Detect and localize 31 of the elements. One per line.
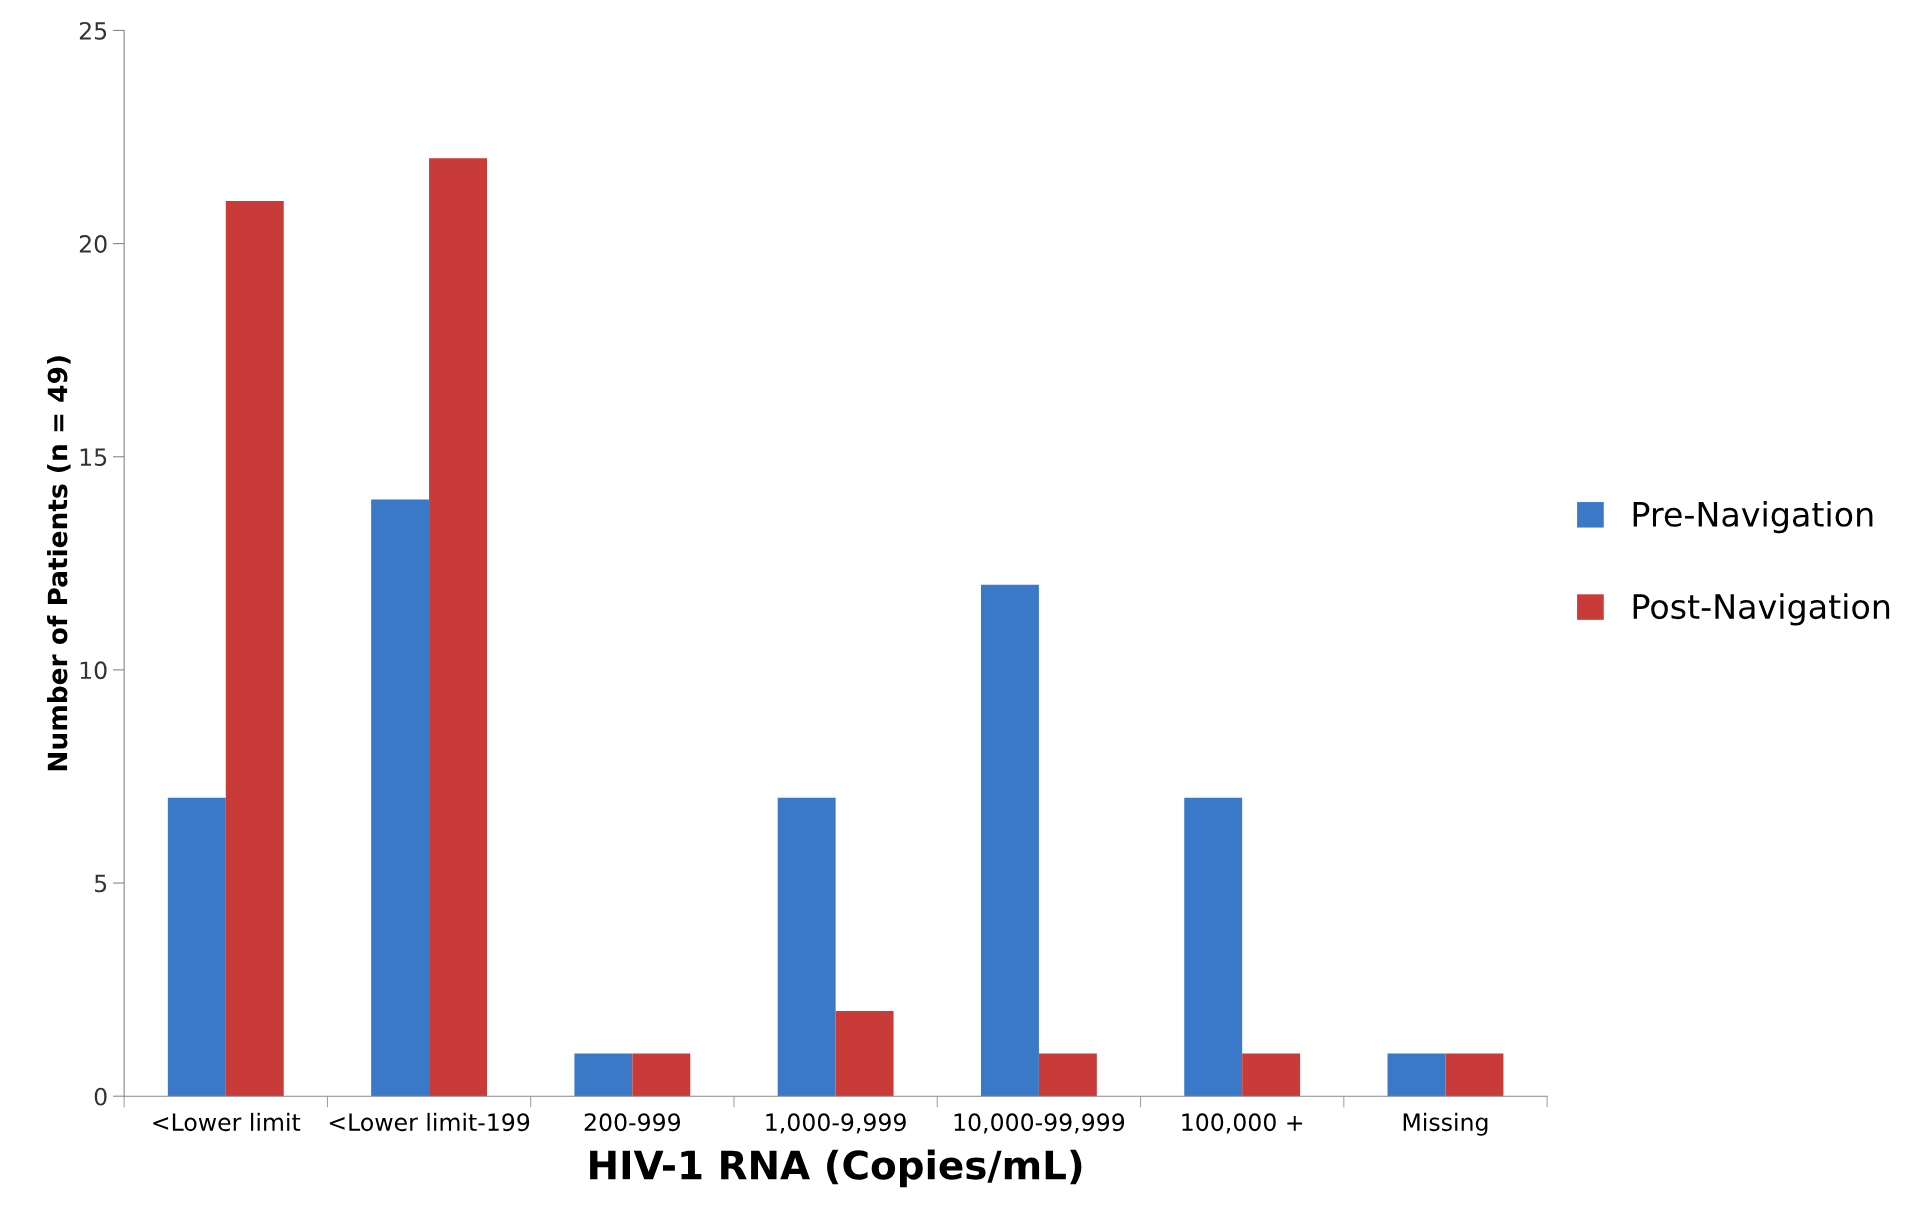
- y-tick-label: 20: [79, 235, 107, 253]
- y-tick-label: 0: [94, 1087, 107, 1106]
- x-tick-label: 1,000-9,999: [766, 1113, 906, 1134]
- bar: [1038, 1053, 1097, 1097]
- x-tick-label: 200-999: [584, 1113, 681, 1132]
- x-tick-label: 100,000 +: [1182, 1113, 1303, 1134]
- x-tick-label: Missing: [1403, 1112, 1488, 1136]
- bar: [1184, 797, 1243, 1097]
- x-tick-label: <Lower limit-199: [329, 1112, 530, 1132]
- bar: [980, 584, 1039, 1097]
- legend-label: Post-Navigation: [1633, 593, 1890, 626]
- bar: [1242, 1053, 1301, 1097]
- x-tick-label: <Lower limit: [153, 1112, 301, 1132]
- bar: [1387, 1053, 1446, 1097]
- bar: [574, 1053, 633, 1097]
- bar: [1445, 1053, 1504, 1097]
- x-tick-label: 10,000-99,999: [954, 1113, 1125, 1134]
- y-tick-label: 10: [80, 661, 107, 680]
- y-axis-title: Number of Patients (n = 49): [47, 356, 71, 771]
- bar: [371, 499, 430, 1097]
- bar: [429, 158, 487, 1097]
- bar: [777, 797, 836, 1097]
- bar: [835, 1010, 894, 1097]
- bar: [225, 200, 284, 1097]
- x-axis-title: HIV-1 RNA (Copies/mL): [590, 1149, 1082, 1188]
- y-tick-label: 5: [94, 874, 107, 893]
- legend-label: Pre-Navigation: [1633, 501, 1873, 534]
- y-tick-label: 25: [79, 21, 107, 40]
- bar: [167, 797, 226, 1097]
- y-tick-label: 15: [80, 448, 107, 467]
- bar: [632, 1053, 691, 1097]
